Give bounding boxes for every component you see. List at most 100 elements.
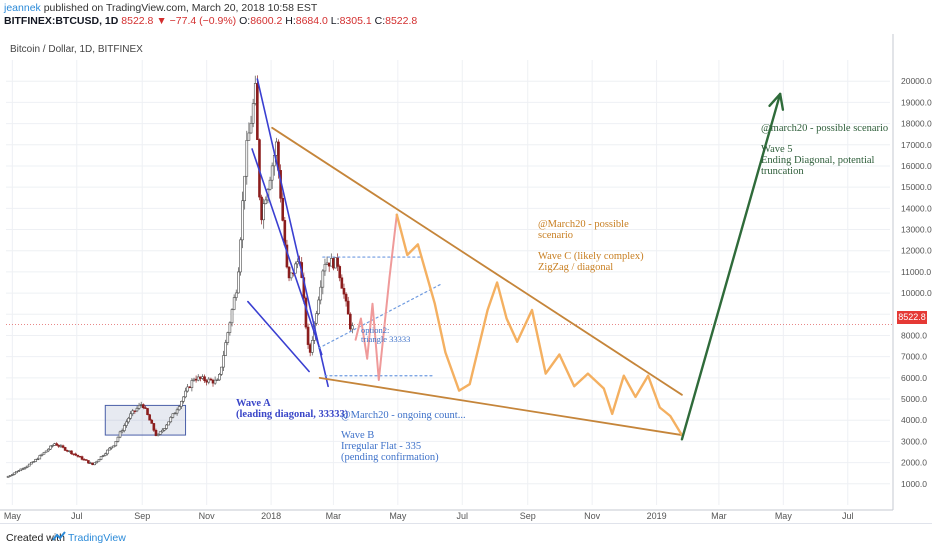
candle-body [237, 271, 240, 294]
wave5-desc: Ending Diagonal, potential [761, 155, 875, 166]
y-tick-label: 4000.0 [901, 415, 927, 425]
y-tick-label: 18000.0 [901, 119, 932, 129]
y-tick-label: 13000.0 [901, 225, 932, 235]
candle-body [245, 140, 249, 177]
candle-body [110, 446, 113, 449]
candle-body [247, 132, 251, 141]
candle-body [289, 272, 293, 279]
candle-body [118, 431, 122, 438]
candle-body [108, 447, 111, 451]
candle-body [327, 262, 331, 267]
candle-body [82, 459, 86, 461]
wave5-label: @march20 - possible scenario Wave 5 Endi… [761, 123, 888, 177]
candle-body [91, 462, 94, 466]
wave-a-line [256, 78, 329, 388]
y-tick-label: 19000.0 [901, 97, 932, 107]
candle-body [158, 431, 162, 435]
candle-body [70, 450, 73, 455]
candle-body [154, 430, 158, 436]
y-tick-label: 5000.0 [901, 394, 927, 404]
created-with-text: Created with [6, 532, 65, 544]
candle-body [165, 424, 168, 429]
last-price: 8522.8 [121, 15, 154, 27]
candle-body [150, 419, 154, 424]
candle-body [199, 376, 202, 379]
y-tick-label: 11000.0 [901, 267, 931, 277]
x-tick-label: Nov [199, 511, 216, 521]
candle-body [23, 467, 27, 470]
option2-subtitle: triangle 33333 [361, 334, 411, 344]
candle-body [175, 409, 179, 414]
candle-body [224, 342, 227, 356]
y-tick-label: 20000.0 [901, 76, 932, 86]
candle-body [222, 355, 225, 368]
candle-body [97, 459, 101, 462]
wave-c-scenario-2: scenario [538, 230, 573, 241]
y-tick-label: 7000.0 [901, 352, 927, 362]
publish-info: jeannek published on TradingView.com, Ma… [4, 2, 317, 14]
candle-body [336, 257, 339, 267]
last-price-tag: 8522.8 [897, 311, 927, 324]
candle-body [131, 410, 135, 415]
candle-body [251, 103, 255, 124]
candle-body [46, 448, 50, 452]
candle-body [296, 261, 299, 265]
candle-body [163, 428, 166, 431]
candle-body [27, 463, 31, 467]
close-label: C: [374, 15, 386, 27]
candle-body [344, 293, 348, 302]
price-change: −77.4 (−0.9%) [169, 15, 237, 27]
wave-c-desc: ZigZag / diagonal [538, 262, 614, 273]
candle-body [177, 406, 181, 411]
candle-body [340, 277, 344, 289]
candle-body [310, 340, 314, 353]
candle-body [220, 366, 223, 375]
wave-c-projection-path [395, 213, 684, 437]
candle-body [122, 425, 126, 431]
candle-body [294, 263, 297, 274]
candle-body [84, 459, 88, 461]
candle-body [262, 203, 266, 221]
candle-body [127, 417, 130, 423]
down-arrow-icon: ▼ [156, 15, 167, 27]
candle-body [315, 313, 318, 324]
candle-body [40, 453, 44, 456]
wave5-title: Wave 5 [761, 144, 793, 155]
author-link[interactable]: jeannek [4, 2, 41, 14]
wave-c-scenario: @March20 - possible [538, 219, 629, 230]
y-tick-label: 17000.0 [901, 140, 932, 150]
wave-b-note: (pending confirmation) [341, 452, 439, 463]
publish-text: published on TradingView.com, March 20, … [43, 2, 318, 14]
candle-body [243, 175, 246, 202]
option2-label: option2: triangle 33333 [361, 326, 410, 344]
candle-body [103, 453, 107, 456]
option2-title: option2: [361, 325, 390, 335]
x-tick-label: Jul [842, 511, 854, 521]
wave-b-desc: Irregular Flat - 335 [341, 441, 422, 452]
close-value: 8522.8 [385, 15, 418, 27]
price-chart[interactable]: 1000.0 2000.0 3000.0 4000.0 5000.0 6000.0 7000… [0, 30, 932, 523]
candle-body [215, 379, 219, 381]
candle-body [99, 456, 103, 460]
candle-body [44, 450, 48, 453]
candle-body [72, 453, 75, 455]
candle-body [171, 413, 175, 418]
wave-c-title: Wave C (likely complex) [538, 251, 644, 262]
chart-background [0, 30, 932, 523]
candle-body [186, 386, 189, 392]
candle-body [334, 257, 337, 269]
candle-body [192, 378, 196, 381]
x-tick-label: Mar [711, 511, 727, 521]
candle-body [101, 455, 105, 457]
candle-body [51, 445, 54, 447]
candle-body [93, 462, 97, 466]
candle-body [141, 404, 145, 409]
candle-body [308, 344, 312, 353]
candle-body [156, 434, 160, 436]
candle-body [329, 258, 333, 267]
candle-body [194, 378, 198, 381]
candle-body [87, 460, 90, 464]
candle-body [256, 83, 259, 140]
ohlc-bar: BITFINEX:BTCUSD, 1D 8522.8 ▼ −77.4 (−0.9… [4, 15, 417, 27]
tradingview-link[interactable]: TradingView [68, 532, 126, 544]
